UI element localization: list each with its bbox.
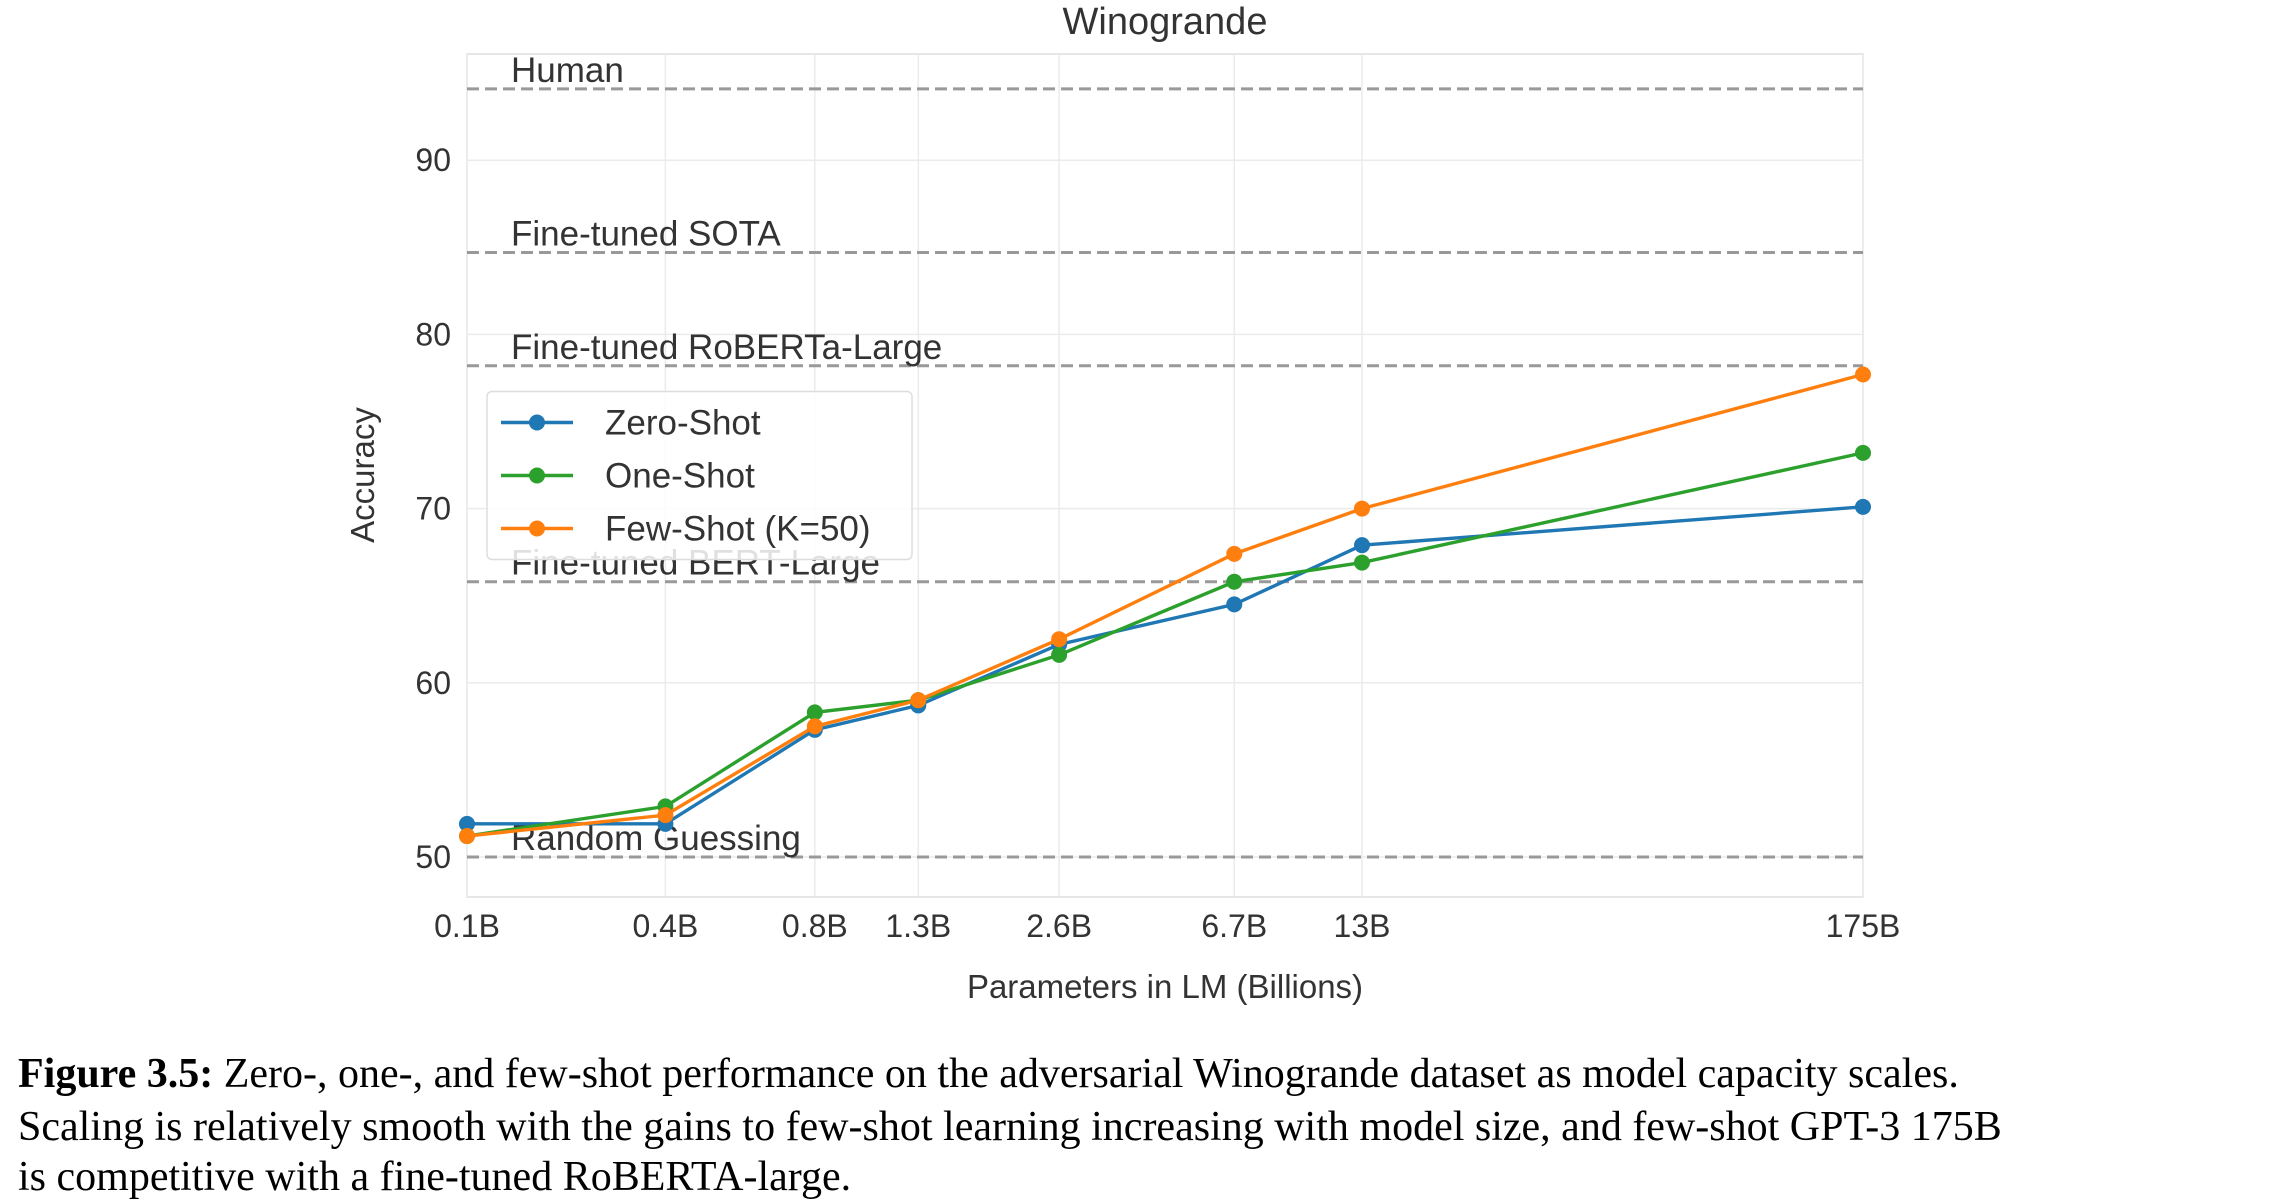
data-point (1353, 554, 1370, 571)
legend-marker (529, 414, 545, 431)
data-point (1051, 631, 1068, 648)
legend-label: Zero-Shot (605, 404, 761, 443)
data-point (806, 704, 823, 721)
data-point (1855, 498, 1871, 515)
legend-label: Few-Shot (K=50) (605, 510, 871, 549)
x-tick-label: 6.7B (1201, 908, 1267, 944)
series-line (466, 451, 1864, 838)
legend-marker (529, 467, 545, 484)
y-tick-label: 70 (415, 491, 451, 527)
y-tick-label: 80 (415, 316, 451, 352)
x-tick-label: 175B (1826, 908, 1901, 944)
y-axis-label: Accuracy (344, 407, 381, 543)
reference-label: Fine-tuned RoBERTa-Large (511, 328, 942, 367)
data-point (1353, 537, 1370, 554)
chart-title: Winogrande (1063, 1, 1268, 43)
x-tick-label: 13B (1334, 908, 1391, 944)
x-tick-label: 0.4B (632, 908, 698, 944)
caption-line: Scaling is relatively smooth with the ga… (18, 1104, 2002, 1150)
x-axis-label: Parameters in LM (Billions) (967, 968, 1363, 1005)
series-line (467, 505, 1864, 826)
data-point (1226, 545, 1243, 562)
legend: Zero-Shot One-Shot Few-Shot (K=50) (486, 390, 913, 561)
data-point (1226, 573, 1243, 590)
data-point (1051, 646, 1068, 663)
legend-box (486, 390, 913, 561)
reference-label: Fine-tuned SOTA (511, 215, 781, 254)
y-tick-label: 90 (415, 142, 451, 178)
y-tick-label: 60 (415, 665, 451, 701)
caption-line: is competitive with a fine-tuned RoBERTA… (18, 1154, 851, 1200)
legend-marker (529, 520, 545, 537)
legend-label: One-Shot (605, 457, 755, 496)
reference-label: Human (511, 51, 624, 90)
x-tick-label: 0.1B (434, 908, 500, 944)
caption-text: Zero-, one-, and few-shot performance on… (224, 1051, 1959, 1097)
data-point (657, 807, 674, 824)
data-point (1226, 596, 1243, 613)
y-tick-label: 50 (415, 839, 451, 875)
data-point (806, 718, 823, 735)
x-tick-label: 1.3B (885, 908, 951, 944)
x-tick-label: 0.8B (782, 908, 848, 944)
data-point (910, 692, 927, 709)
data-point (1855, 366, 1871, 383)
caption-label: Figure 3.5: (18, 1051, 213, 1097)
data-point (1855, 444, 1871, 461)
caption-line: Figure 3.5: Zero-, one-, and few-shot pe… (18, 1051, 1959, 1097)
data-point (459, 815, 475, 832)
x-tick-label: 2.6B (1026, 908, 1092, 944)
series-line (466, 372, 1864, 838)
data-point (459, 828, 475, 845)
data-point (1353, 500, 1370, 517)
